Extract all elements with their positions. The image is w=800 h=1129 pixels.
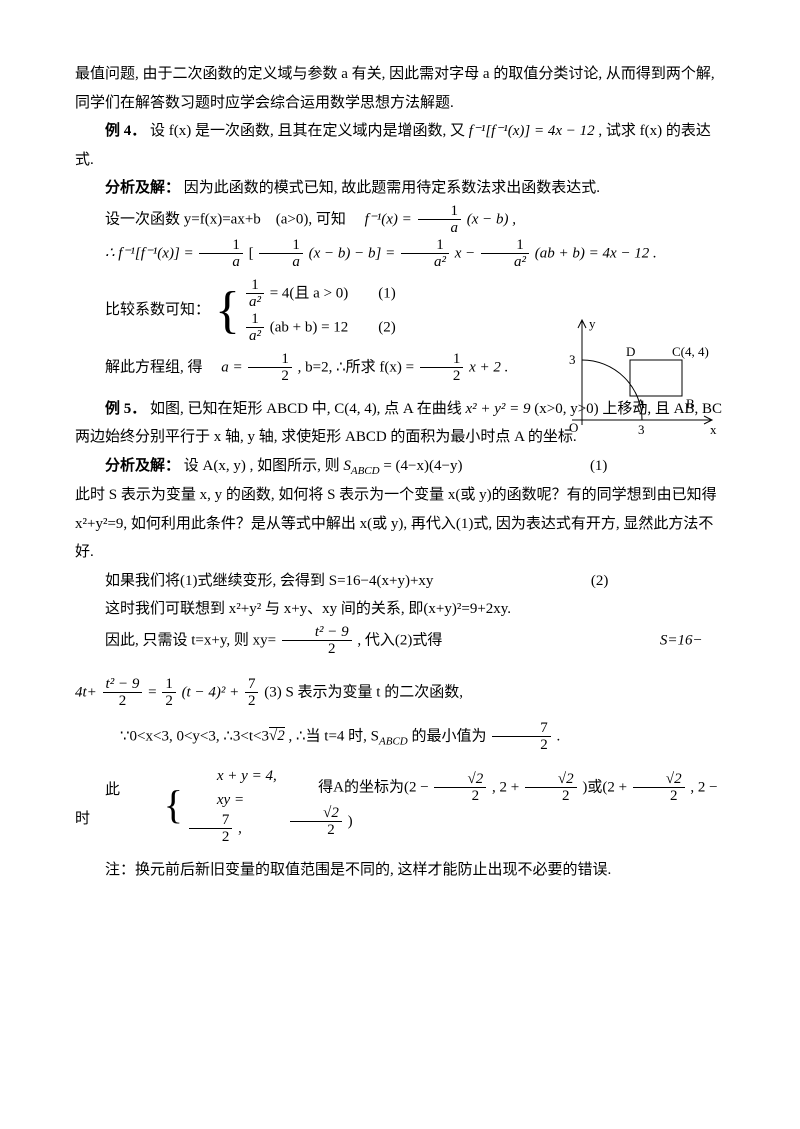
solve-d: x + 2 . — [469, 359, 508, 375]
frac-p8-1: √2 2 — [434, 771, 486, 805]
frac-p6-2: 1 2 — [162, 676, 176, 710]
sys-row-2: 1 a² (ab + b) = 12 (2) — [244, 311, 396, 345]
p7-a: ∵0<x<3, 0<y<3, ∴3<t<3 — [120, 728, 269, 744]
frac-p8-4: √2 2 — [290, 805, 342, 839]
frac-t2-9: t² − 9 2 — [282, 624, 352, 658]
ex5-an-c: = (4−x)(4−y) — [383, 458, 462, 474]
document-page: 最值问题, 由于二次函数的定义域与参数 a 有关, 因此需对字母 a 的取值分类… — [0, 0, 800, 1129]
frac-p8-3: √2 2 — [633, 771, 685, 805]
coordinate-figure: y x O 3 3 D C(4, 4) A B — [552, 310, 722, 450]
ex4-line2: ∴ f⁻¹[f⁻¹(x)] = 1 a [ 1 a (x − b) − b] =… — [75, 237, 725, 271]
frac-p7: 7 2 — [492, 720, 551, 754]
svg-text:D: D — [626, 344, 635, 359]
p5-a: 因此, 只需设 t=x+y, 则 xy= — [105, 632, 276, 648]
frac-p6-3: 7 2 — [245, 676, 259, 710]
frac-half-1: 1 2 — [248, 351, 292, 385]
ex4-l2a: ∴ f⁻¹[f⁻¹(x)] = — [105, 245, 197, 261]
ex5-p5: 因此, 只需设 t=x+y, 则 xy= t² − 9 2 , 代入(2)式得 … — [75, 624, 725, 658]
ex4-l1a: 设一次函数 y=f(x)=ax+b (a>0), 可知 — [105, 211, 361, 227]
p8-rows: x + y = 4, xy = 7 2 , — [187, 764, 282, 846]
ex4-l2b: [ — [249, 245, 254, 261]
ex5-an-a: 设 A(x, y) , 如图所示, 则 — [184, 458, 344, 474]
p7-sqrt: √2 — [269, 727, 285, 744]
brace-system: { 1 a² = 4(且 a > 0) (1) 1 a² (ab + b) = … — [215, 277, 396, 345]
frac-p8-sys: 7 2 — [189, 812, 233, 846]
frac-1-a: 1 a — [418, 203, 462, 237]
p8-rest: 得A的坐标为(2 − √2 2 , 2 + √2 2 )或(2 + √2 2 ,… — [288, 771, 725, 839]
ex5-p3: 如果我们将(1)式继续变形, 会得到 S=16−4(x+y)+xy (2) — [75, 567, 725, 596]
ex5-p6: 4t+ t² − 9 2 = 1 2 (t − 4)² + 7 2 (3) S … — [75, 676, 725, 710]
left-brace-icon: { — [134, 785, 183, 825]
sys-row-1: 1 a² = 4(且 a > 0) (1) — [244, 277, 396, 311]
ex4-l1b: (x − b) , — [467, 211, 516, 227]
example-4: 例 4． 设 f(x) 是一次函数, 且其在定义域内是增函数, 又 f⁻¹[f⁻… — [75, 117, 725, 174]
p6-b: = — [148, 684, 160, 700]
p8-sys2: xy = 7 2 , — [187, 788, 282, 846]
frac-sys1: 1 a² — [246, 277, 264, 311]
svg-text:C(4, 4): C(4, 4) — [672, 344, 709, 359]
svg-text:B: B — [686, 396, 695, 411]
ex5-an-num: (1) — [590, 458, 608, 474]
ex5-p8: 此时 { x + y = 4, xy = 7 2 , 得A的坐标为(2 − √2 — [75, 764, 725, 846]
frac-half-2: 1 2 — [420, 351, 464, 385]
solve-c: , b=2, ∴所求 f(x) = — [298, 359, 418, 375]
frac-1-a2: 1 a² — [401, 237, 449, 271]
ex4-label: 例 4． — [105, 123, 146, 139]
p5-right: S=16− — [660, 632, 703, 648]
frac-1-a-3: 1 a — [259, 237, 303, 271]
ex4-eq1: f⁻¹[f⁻¹(x)] = 4x − 12 — [469, 123, 595, 139]
left-brace-icon: { — [215, 285, 240, 337]
system-rows: 1 a² = 4(且 a > 0) (1) 1 a² (ab + b) = 12… — [244, 277, 396, 345]
p5-b: , 代入(2)式得 — [357, 632, 442, 648]
ex5-analysis: 分析及解： 设 A(x, y) , 如图所示, 则 SABCD = (4−x)(… — [75, 452, 725, 482]
ex4-line1: 设一次函数 y=f(x)=ax+b (a>0), 可知 f⁻¹(x) = 1 a… — [75, 203, 725, 237]
ex5-analysis-label: 分析及解： — [105, 458, 180, 474]
p7-d: . — [557, 728, 561, 744]
p8-a: 此时 — [75, 776, 128, 833]
intro-text: 最值问题, 由于二次函数的定义域与参数 a 有关, 因此需对字母 a 的取值分类… — [75, 60, 725, 117]
ex4-l2e: (ab + b) = 4x − 12 . — [535, 245, 657, 261]
p6-c: (t − 4)² + — [182, 684, 243, 700]
ex5-p2: 此时 S 表示为变量 x, y 的函数, 如何将 S 表示为一个变量 x(或 y… — [75, 481, 725, 567]
ex4-analysis: 分析及解： 因为此函数的模式已知, 故此题需用待定系数法求出函数表达式. — [75, 174, 725, 203]
p7-sub: ABCD — [379, 735, 408, 747]
svg-text:y: y — [589, 316, 596, 331]
svg-text:3: 3 — [638, 422, 645, 437]
svg-text:x: x — [710, 422, 717, 437]
ex4-l2d: x − — [455, 245, 479, 261]
frac-p8-2: √2 2 — [525, 771, 577, 805]
frac-1-a2-2: 1 a² — [481, 237, 529, 271]
svg-text:A: A — [636, 396, 646, 411]
ex5-t1: 如图, 已知在矩形 ABCD 中, C(4, 4), 点 A 在曲线 — [150, 401, 465, 417]
ex4-t1: 设 f(x) 是一次函数, 且其在定义域内是增函数, 又 — [150, 123, 469, 139]
p8-system: { x + y = 4, xy = 7 2 , — [134, 764, 282, 846]
frac-sys2: 1 a² — [246, 311, 264, 345]
solve-b: a = — [221, 359, 246, 375]
frac-p6-1: t² − 9 2 — [103, 676, 143, 710]
p6-d: (3) S 表示为变量 t 的二次函数, — [264, 684, 463, 700]
ex4-l2c: (x − b) − b] = — [309, 245, 399, 261]
p6-a: 4t+ — [75, 684, 97, 700]
ex5-eq1: x² + y² = 9 — [465, 401, 530, 417]
p8-sys1: x + y = 4, — [187, 764, 282, 788]
frac-1-a-2: 1 a — [199, 237, 243, 271]
p7-b: , ∴当 t=4 时, S — [289, 728, 380, 744]
solve-a: 解此方程组, 得 — [105, 359, 218, 375]
ex5-an-b: S — [343, 458, 351, 474]
compare-label: 比较系数可知： — [105, 296, 215, 325]
svg-text:O: O — [569, 420, 578, 435]
analysis-label: 分析及解： — [105, 180, 180, 196]
svg-text:3: 3 — [569, 352, 576, 367]
ex4-analysis-text: 因为此函数的模式已知, 故此题需用待定系数法求出函数表达式. — [184, 180, 600, 196]
figure-svg: y x O 3 3 D C(4, 4) A B — [552, 310, 722, 450]
ex4-l1fx: f⁻¹(x) = — [365, 211, 416, 227]
ex5-p4: 这时我们可联想到 x²+y² 与 x+y、xy 间的关系, 即(x+y)²=9+… — [75, 595, 725, 624]
ex5-label: 例 5． — [105, 401, 146, 417]
ex5-an-sub: ABCD — [351, 465, 380, 477]
ex5-note: 注：换元前后新旧变量的取值范围是不同的, 这样才能防止出现不必要的错误. — [75, 856, 725, 885]
ex5-p7: ∵0<x<3, 0<y<3, ∴3<t<3√2 , ∴当 t=4 时, SABC… — [75, 720, 725, 754]
p7-c: 的最小值为 — [412, 728, 487, 744]
